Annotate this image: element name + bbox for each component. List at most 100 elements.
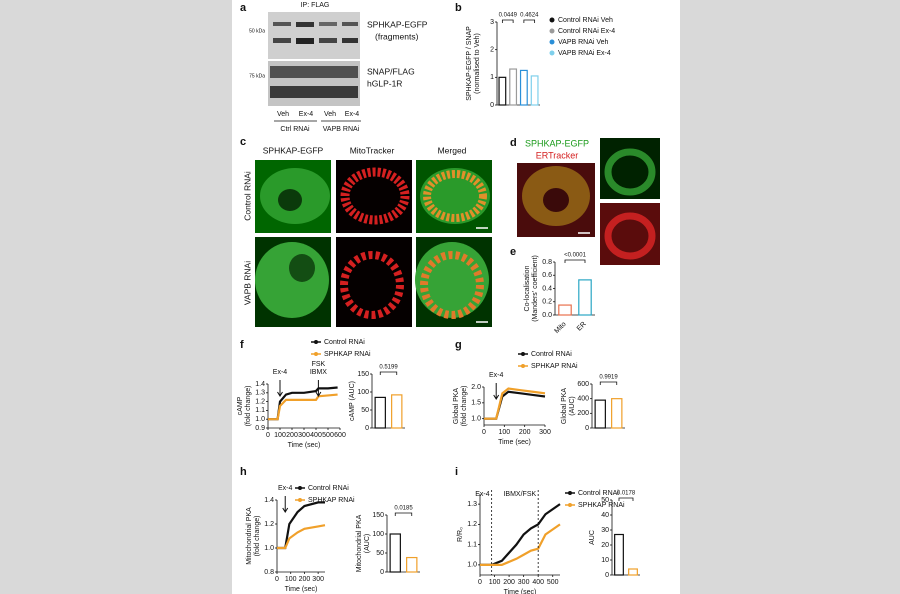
legend-label: SPHKAP RNAi <box>308 497 355 504</box>
y-tick-label: 1.3 <box>467 501 477 508</box>
event-arrow <box>315 380 322 397</box>
cell <box>604 212 656 260</box>
column-label: MitoTracker <box>350 145 395 155</box>
legend-marker <box>549 17 555 23</box>
y-tick-label: 0.6 <box>542 272 552 279</box>
p-value: 0.0449 <box>499 13 518 19</box>
band-label: hGLP-1R <box>367 78 402 88</box>
row-label: VAPB RNAi <box>242 261 252 305</box>
y-axis-label: SPHKAP-EGFP / SNAP <box>466 26 473 101</box>
nucleus <box>278 189 302 211</box>
lane-label: Ex-4 <box>345 111 360 118</box>
legend-marker <box>298 498 302 502</box>
panel-label: i <box>455 466 458 478</box>
group-label: Ctrl RNAi <box>280 126 310 133</box>
legend-label: Control RNAi Ex-4 <box>558 28 615 35</box>
y-tick-label: 1.0 <box>264 545 274 552</box>
row-label: Control RNAi <box>242 171 252 221</box>
cell <box>255 242 329 318</box>
legend-label: Control RNAi <box>308 485 349 492</box>
bar <box>594 399 606 429</box>
x-tick-label: 100 <box>285 576 297 583</box>
x-tick-label: 200 <box>519 429 531 436</box>
x-tick-label: 300 <box>298 432 310 439</box>
y-tick-label: 1.2 <box>264 521 274 528</box>
series-line <box>277 524 326 550</box>
event-arrow <box>493 383 500 400</box>
band <box>273 38 291 43</box>
bar <box>374 396 386 429</box>
marker-label: 75 kDa <box>249 73 265 79</box>
significance-bracket <box>618 497 634 501</box>
legend-label: Control RNAi Veh <box>558 17 613 24</box>
y-axis-label: (AUC) <box>364 534 371 553</box>
y-axis-label: (Manders' coefficient) <box>532 255 539 322</box>
y-axis-label: AUC <box>589 530 596 545</box>
p-value: <0.0001 <box>564 253 587 259</box>
legend-label: VAPB RNAi Veh <box>558 39 609 46</box>
significance-bracket <box>599 381 618 385</box>
legend-label: SPHKAP RNAi <box>531 363 578 370</box>
y-tick-label: 1.1 <box>467 541 477 548</box>
y-tick-label: 50 <box>601 497 609 504</box>
p-value: 0.0185 <box>394 506 413 512</box>
panel-label: c <box>240 136 246 148</box>
y-tick-label: 200 <box>577 410 589 417</box>
band <box>319 38 337 43</box>
p-value: 0.9919 <box>599 375 618 381</box>
y-tick-label: 1.0 <box>467 562 477 569</box>
x-tick-label: 500 <box>547 579 559 586</box>
y-axis-label: cAMP <box>237 396 244 415</box>
y-tick-label: 0.0 <box>542 312 552 319</box>
panel-label: b <box>455 2 462 14</box>
y-tick-label: 600 <box>577 381 589 388</box>
legend-marker <box>298 486 302 490</box>
y-tick-label: 2 <box>490 47 494 54</box>
y-tick-label: 1.2 <box>467 521 477 528</box>
legend-marker <box>521 352 525 356</box>
event-label: Ex-4 <box>278 485 293 492</box>
bar <box>389 533 401 573</box>
nucleus <box>543 188 569 212</box>
x-tick-label: 600 <box>334 432 346 439</box>
y-tick-label: 10 <box>601 557 609 564</box>
band <box>319 22 337 26</box>
legend-marker <box>314 340 318 344</box>
bar <box>578 279 592 316</box>
x-axis-label: Time (sec) <box>288 442 321 449</box>
legend-label: Control RNAi <box>531 351 572 358</box>
legend-label: SPHKAP RNAi <box>578 502 625 509</box>
event-label: FSK <box>312 361 326 368</box>
micrographs-d <box>517 138 660 265</box>
y-tick-label: 1.0 <box>255 416 265 423</box>
significance-bracket <box>501 19 514 23</box>
y-tick-label: 1.3 <box>255 390 265 397</box>
lane-label: Ex-4 <box>299 111 314 118</box>
bar <box>509 68 518 106</box>
legend-marker <box>549 39 555 45</box>
nucleus <box>289 254 315 282</box>
y-tick-label: 50 <box>361 407 369 414</box>
y-tick-label: 1.4 <box>255 381 265 388</box>
significance-bracket <box>394 512 413 516</box>
legend-label: Control RNAi <box>324 339 365 346</box>
y-tick-label: 0 <box>605 572 609 579</box>
band <box>342 38 358 43</box>
band-label: SPHKAP-EGFP <box>367 19 428 29</box>
panel-label: h <box>240 466 247 478</box>
series-line <box>480 523 561 566</box>
y-axis-label: R/R₀ <box>457 527 464 542</box>
x-tick-label: 300 <box>518 579 530 586</box>
title-green: SPHKAP-EGFP <box>525 138 589 148</box>
significance-bracket <box>379 371 398 375</box>
band-label: (fragments) <box>375 31 419 41</box>
bar <box>391 394 403 429</box>
y-tick-label: 0 <box>365 425 369 432</box>
series-line <box>480 503 561 566</box>
legend-marker <box>568 491 572 495</box>
panel-label: d <box>510 137 517 149</box>
y-axis-label: (fold change) <box>245 386 252 427</box>
y-axis-label: Global PKA <box>561 388 568 425</box>
panel-label: e <box>510 246 516 258</box>
y-tick-label: 150 <box>372 512 384 519</box>
